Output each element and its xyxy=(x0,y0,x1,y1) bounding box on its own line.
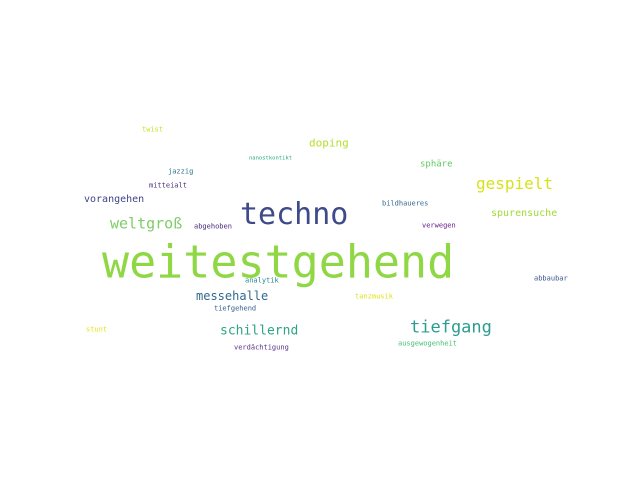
word-weltgross: weltgroß xyxy=(110,214,183,233)
word-jazzig: jazzig xyxy=(168,167,194,176)
word-verdaechtigung: verdächtigung xyxy=(234,343,289,352)
word-gespielt: gespielt xyxy=(476,174,554,193)
word-sphaere: sphäre xyxy=(420,159,453,170)
word-ausgewogenheit: ausgewogenheit xyxy=(398,339,458,348)
word-twist: twist xyxy=(142,125,164,134)
word-bildhaueres: bildhaueres xyxy=(382,199,429,208)
word-mitteialt: mitteialt xyxy=(149,181,187,190)
word-stunt: stunt xyxy=(86,325,108,334)
word-abbaubar: abbaubar xyxy=(534,274,568,283)
word-weitestgehend: weitestgehend xyxy=(102,235,455,289)
word-spurensuche: spurensuche xyxy=(491,208,558,219)
word-analytik: analytik xyxy=(245,276,279,285)
word-messehalle: messehalle xyxy=(196,289,269,303)
word-tiefgehend: tiefgehend xyxy=(214,304,257,313)
word-abgehoben: abgehoben xyxy=(194,222,232,231)
word-schillernd: schillernd xyxy=(220,323,299,339)
word-tiefgang: tiefgang xyxy=(410,317,492,338)
word-doping: doping xyxy=(309,136,349,150)
word-verwegen: verwegen xyxy=(422,221,456,230)
word-tanzmusik: tanzmusik xyxy=(355,292,393,301)
word-nanostkontikt: nanostkontikt xyxy=(249,155,293,162)
word-vorangehen: vorangehen xyxy=(84,194,145,205)
word-techno: techno xyxy=(240,197,349,232)
